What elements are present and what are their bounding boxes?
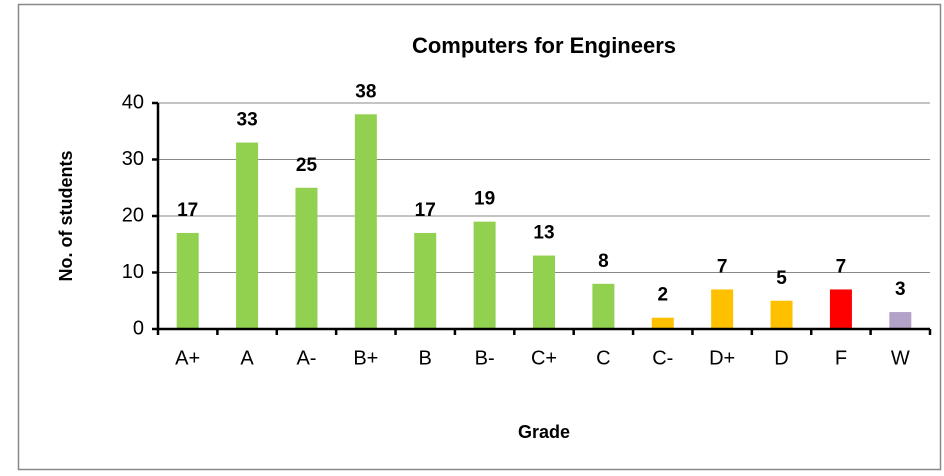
x-tick-label: W (891, 347, 910, 369)
data-label: 3 (895, 279, 906, 300)
x-tick-label: D+ (709, 347, 735, 369)
data-label: 17 (415, 200, 436, 221)
data-label: 2 (657, 285, 668, 306)
data-label: 38 (355, 81, 376, 102)
x-tick-label: A+ (175, 347, 200, 369)
bar (651, 317, 674, 329)
bar (176, 232, 199, 329)
x-tick-label: F (835, 347, 847, 369)
bar (889, 312, 912, 329)
x-tick-label: C (596, 347, 610, 369)
bar (592, 283, 615, 329)
data-label: 7 (836, 256, 847, 277)
y-tick-label: 30 (122, 148, 144, 170)
x-tick-label: C- (652, 347, 673, 369)
data-label: 13 (533, 223, 554, 244)
chart-title: Computers for Engineers (412, 33, 676, 58)
x-axis-label: Grade (518, 422, 570, 442)
x-tick-label: B- (475, 347, 495, 369)
data-label: 5 (776, 268, 787, 289)
bar (473, 221, 496, 329)
y-tick-label: 20 (122, 204, 144, 226)
bar (295, 187, 318, 329)
y-tick-label: 0 (133, 317, 144, 339)
bar (711, 289, 734, 329)
bar (770, 300, 793, 329)
x-tick-label: B+ (353, 347, 378, 369)
y-axis-label: No. of students (56, 151, 76, 282)
data-label: 33 (237, 110, 258, 131)
data-label: 8 (598, 251, 609, 272)
y-tick-label: 40 (122, 91, 144, 113)
x-tick-label: A (240, 347, 254, 369)
x-tick-label: A- (296, 347, 316, 369)
data-label: 17 (177, 200, 198, 221)
data-label: 25 (296, 155, 318, 176)
y-tick-label: 10 (122, 261, 144, 283)
data-label: 7 (717, 256, 728, 277)
x-tick-label: C+ (531, 347, 557, 369)
bar (236, 142, 259, 329)
bar (354, 114, 377, 329)
x-tick-label: D (774, 347, 788, 369)
bar (533, 255, 555, 329)
x-tick-label: B (419, 347, 432, 369)
data-label: 19 (474, 189, 495, 210)
bar (829, 289, 852, 329)
bar (414, 232, 437, 329)
